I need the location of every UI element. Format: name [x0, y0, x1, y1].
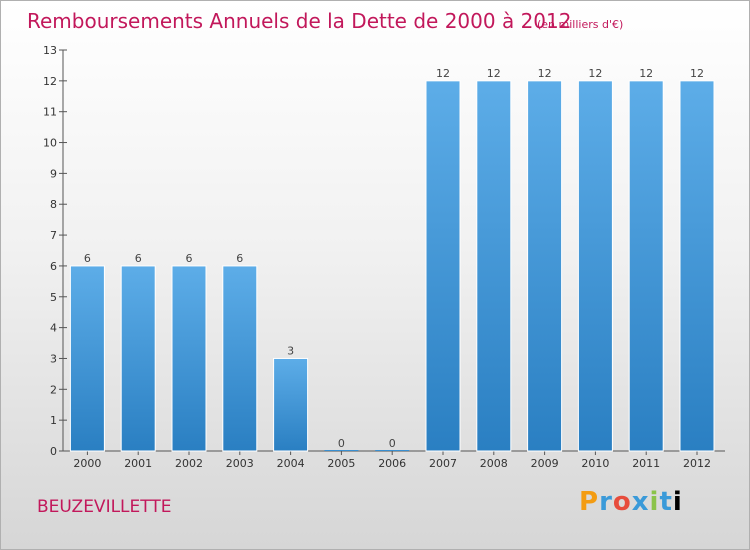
- bar: [527, 80, 563, 452]
- x-tick-label: 2010: [581, 457, 609, 470]
- y-tick-label: 12: [43, 75, 57, 88]
- bar-value-label: 3: [287, 344, 294, 357]
- y-tick-label: 4: [50, 322, 57, 335]
- x-tick-label: 2002: [175, 457, 203, 470]
- bar: [577, 80, 613, 452]
- chart-title: Remboursements Annuels de la Dette de 20…: [27, 9, 571, 33]
- brand-letter: P: [579, 487, 600, 517]
- brand-letter: o: [612, 487, 632, 517]
- x-tick-label: 2000: [73, 457, 101, 470]
- y-tick-label: 11: [43, 106, 57, 119]
- bar-value-label: 6: [84, 252, 91, 265]
- bar: [476, 80, 512, 452]
- y-tick-label: 13: [43, 44, 57, 57]
- x-tick-label: 2003: [226, 457, 254, 470]
- y-tick-label: 1: [50, 414, 57, 427]
- x-tick-label: 2008: [480, 457, 508, 470]
- y-tick-label: 6: [50, 260, 57, 273]
- brand-logo: Proxiti: [579, 487, 683, 517]
- brand-letter: i: [672, 487, 683, 517]
- bar-value-label: 0: [338, 437, 345, 450]
- y-tick-label: 7: [50, 229, 57, 242]
- x-tick-label: 2005: [327, 457, 355, 470]
- bar-value-label: 12: [588, 67, 602, 80]
- y-tick-label: 0: [50, 445, 57, 458]
- brand-letter: x: [631, 487, 650, 517]
- y-tick-label: 5: [50, 291, 57, 304]
- bar: [222, 265, 258, 452]
- x-tick-label: 2007: [429, 457, 457, 470]
- bar: [273, 357, 309, 452]
- bar: [120, 265, 156, 452]
- y-tick-label: 10: [43, 137, 57, 150]
- value-labels: 6 6 6 6 3 0 0 12 12 12 12 12 12: [84, 67, 704, 450]
- x-tick-label: 2004: [277, 457, 305, 470]
- bar: [628, 80, 664, 452]
- x-tick-label: 2011: [632, 457, 660, 470]
- brand-letter: i: [649, 487, 660, 517]
- bar: [69, 265, 105, 452]
- chart-title-main: Remboursements Annuels de la Dette de 20…: [27, 9, 571, 33]
- bar-value-label: 6: [236, 252, 243, 265]
- bar-value-label: 12: [436, 67, 450, 80]
- y-tick-label: 8: [50, 198, 57, 211]
- y-tick-label: 3: [50, 352, 57, 365]
- y-tick-label: 9: [50, 167, 57, 180]
- bar-value-label: 6: [186, 252, 193, 265]
- commune-name: BEUZEVILLETTE: [37, 497, 172, 517]
- x-tick-label: 2001: [124, 457, 152, 470]
- bar: [425, 80, 461, 452]
- bar-value-label: 12: [538, 67, 552, 80]
- brand-letter: r: [599, 487, 613, 517]
- x-tick-label: 2009: [531, 457, 559, 470]
- bar-value-label: 12: [487, 67, 501, 80]
- bar-value-label: 0: [389, 437, 396, 450]
- bar: [679, 80, 715, 452]
- chart-unit: (en milliers d'€): [537, 18, 623, 31]
- bar: [171, 265, 207, 452]
- x-tick-label: 2006: [378, 457, 406, 470]
- bar-value-label: 12: [690, 67, 704, 80]
- brand-letter: t: [659, 487, 673, 517]
- x-tick-label: 2012: [683, 457, 711, 470]
- bar-value-label: 6: [135, 252, 142, 265]
- bar-value-label: 12: [639, 67, 653, 80]
- y-tick-label: 2: [50, 383, 57, 396]
- bars: [69, 80, 715, 452]
